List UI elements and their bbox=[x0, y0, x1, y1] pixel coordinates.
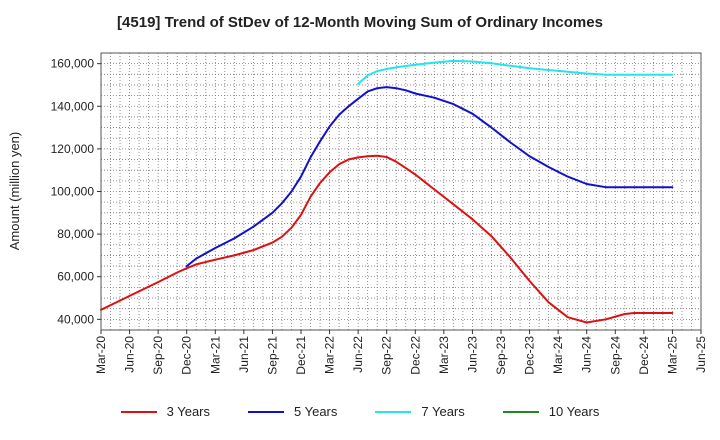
x-tick-label: Mar-24 bbox=[551, 336, 565, 374]
x-tick-label: Mar-21 bbox=[208, 336, 222, 374]
axis-layer: 40,000 60,000 80,000 100,000 120,000 140,000 1… bbox=[51, 52, 708, 375]
x-tick-label: Sep-20 bbox=[151, 336, 165, 375]
y-tick-label: 160,000 bbox=[51, 57, 95, 71]
x-tick-label: Dec-23 bbox=[523, 336, 537, 375]
legend-swatch bbox=[375, 410, 412, 413]
x-tick-label: Mar-25 bbox=[665, 336, 679, 374]
x-tick-label: Mar-23 bbox=[437, 336, 451, 374]
legend-item: 10 Years bbox=[502, 404, 600, 419]
y-tick-label: 40,000 bbox=[57, 312, 94, 326]
legend-label: 3 Years bbox=[166, 404, 210, 419]
x-tick-label: Mar-22 bbox=[323, 336, 337, 374]
x-tick-label: Mar-20 bbox=[94, 336, 108, 374]
legend-swatch bbox=[120, 410, 157, 413]
x-tick-label: Dec-24 bbox=[637, 336, 651, 375]
series-line-5-years bbox=[185, 86, 674, 268]
legend-label: 7 Years bbox=[421, 404, 465, 419]
x-tick-label: Jun-22 bbox=[351, 336, 365, 373]
x-tick-label: Sep-23 bbox=[494, 336, 508, 375]
series-line-3-years bbox=[100, 154, 674, 324]
legend-item: 5 Years bbox=[248, 404, 337, 419]
y-tick-label: 100,000 bbox=[51, 185, 95, 199]
legend-swatch bbox=[248, 410, 284, 413]
x-tick-label: Sep-22 bbox=[380, 336, 394, 375]
y-tick-label: 60,000 bbox=[57, 270, 94, 284]
y-tick-label: 80,000 bbox=[57, 227, 94, 241]
y-axis-title: Amount (million yen) bbox=[7, 132, 22, 251]
legend: 3 Years 5 Years 7 Years 10 Years bbox=[0, 404, 720, 419]
legend-swatch bbox=[502, 410, 539, 413]
x-tick-label: Dec-22 bbox=[408, 336, 422, 375]
x-tick-label: Jun-21 bbox=[237, 336, 251, 373]
x-tick-label: Jun-25 bbox=[694, 336, 708, 373]
legend-item: 7 Years bbox=[375, 404, 465, 419]
legend-item: 3 Years bbox=[120, 404, 210, 419]
legend-label: 5 Years bbox=[294, 404, 338, 419]
x-tick-label: Jun-23 bbox=[465, 336, 479, 373]
x-tick-label: Dec-20 bbox=[180, 336, 194, 375]
x-tick-label: Dec-21 bbox=[294, 336, 308, 375]
series-line-7-years bbox=[357, 59, 674, 85]
x-tick-label: Sep-21 bbox=[265, 336, 279, 375]
y-tick-label: 120,000 bbox=[51, 142, 95, 156]
grid-layer bbox=[101, 53, 701, 330]
series-layer bbox=[100, 59, 674, 324]
y-tick-label: 140,000 bbox=[51, 99, 95, 113]
x-tick-label: Sep-24 bbox=[608, 336, 622, 375]
x-tick-label: Jun-20 bbox=[123, 336, 137, 373]
chart-title: [4519] Trend of StDev of 12-Month Moving… bbox=[117, 14, 603, 31]
x-tick-label: Jun-24 bbox=[580, 336, 594, 373]
legend-label: 10 Years bbox=[548, 404, 600, 419]
